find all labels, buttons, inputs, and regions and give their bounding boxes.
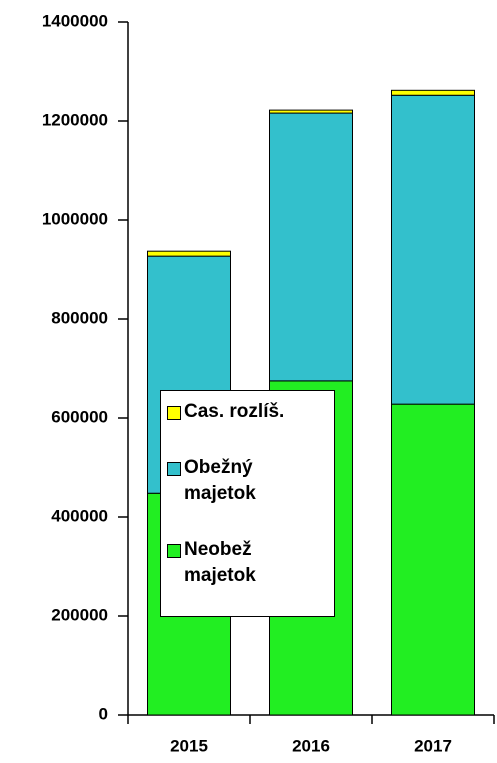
legend-label: Neobež majetok [184, 539, 256, 586]
bar-segment [269, 112, 353, 382]
bar-segment [391, 403, 475, 716]
legend-entry: Neobež majetok [167, 537, 328, 589]
y-tick-label: 400000 [51, 506, 108, 525]
x-tick-label: 2017 [414, 736, 452, 755]
y-tick-label: 200000 [51, 605, 108, 624]
bar-segment [269, 109, 353, 114]
legend-label: Cas. rozlíš. [184, 401, 285, 422]
legend-entry: Obežný majetok [167, 455, 328, 507]
x-tick-label: 2016 [292, 736, 330, 755]
legend-swatch [167, 406, 181, 420]
legend-swatch [167, 462, 181, 476]
y-tick-label: 800000 [51, 308, 108, 327]
x-tick-label: 2015 [170, 736, 208, 755]
y-tick-label: 0 [99, 704, 108, 723]
legend: Cas. rozlíš. Obežný majetok Neobež majetok [160, 390, 335, 617]
legend-swatch [167, 544, 181, 558]
y-tick-label: 1200000 [42, 110, 108, 129]
y-tick-label: 600000 [51, 407, 108, 426]
bar-segment [147, 250, 231, 257]
bar-segment [391, 94, 475, 405]
y-tick-label: 1000000 [42, 209, 108, 228]
bar-segment [391, 89, 475, 96]
legend-label: Obežný majetok [184, 457, 256, 504]
y-tick-label: 1400000 [42, 11, 108, 30]
legend-entry: Cas. rozlíš. [167, 399, 328, 425]
